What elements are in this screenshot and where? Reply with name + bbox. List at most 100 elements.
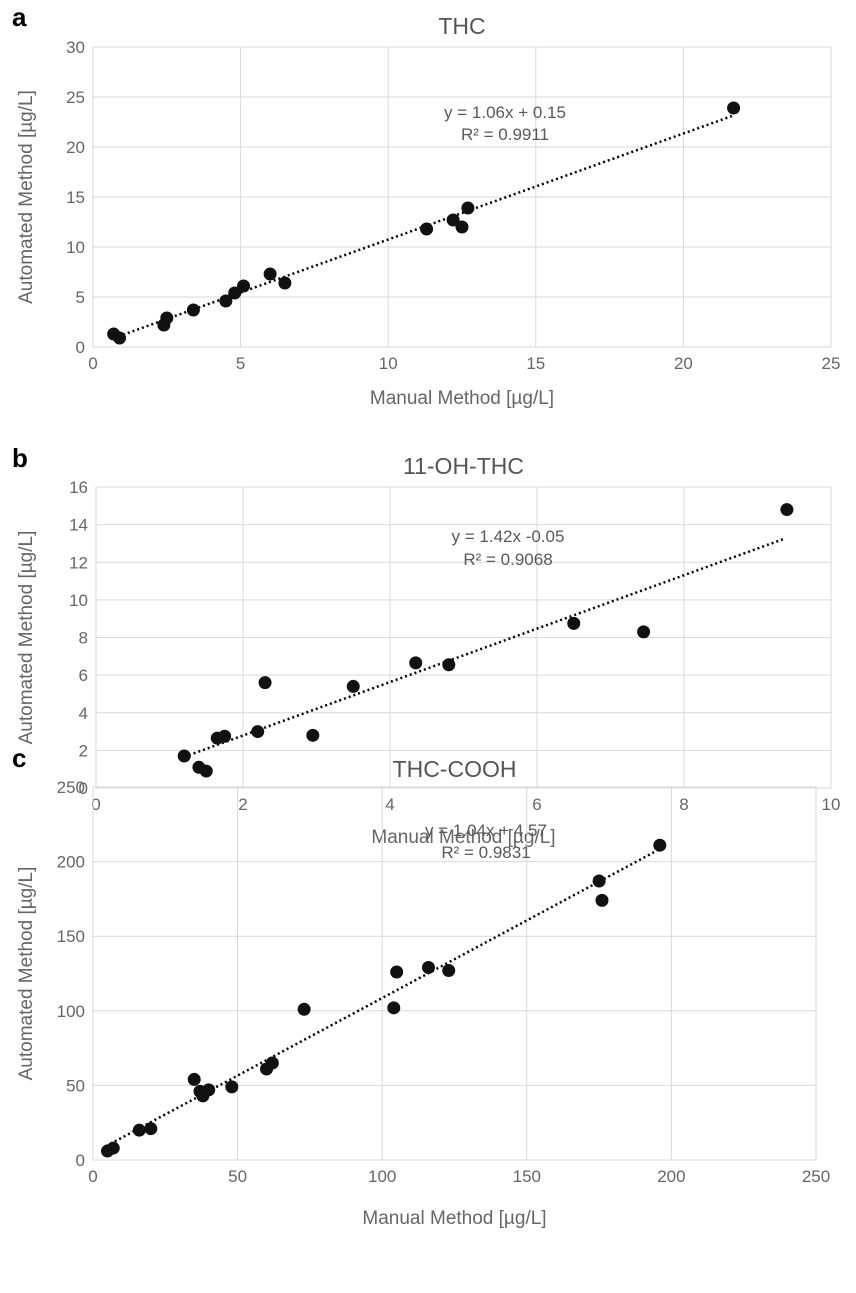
- regression-equation: y = 1.04x + 4.57: [425, 821, 547, 840]
- data-point: [567, 616, 581, 630]
- data-point: [442, 964, 456, 978]
- y-tick-label: 15: [66, 188, 85, 207]
- x-tick-label: 0: [88, 1167, 97, 1186]
- data-point: [263, 267, 277, 281]
- y-tick-label: 8: [79, 629, 88, 648]
- data-point: [225, 1080, 239, 1094]
- y-axis-label: Automated Method [µg/L]: [16, 867, 37, 1081]
- y-tick-label: 5: [76, 288, 85, 307]
- x-tick-label: 10: [379, 354, 398, 373]
- trendline: [105, 847, 661, 1148]
- y-tick-label: 6: [79, 666, 88, 685]
- data-point: [390, 965, 404, 979]
- data-point: [637, 625, 651, 639]
- y-tick-label: 2: [79, 741, 88, 760]
- chart-title: 11-OH-THC: [403, 453, 524, 479]
- y-tick-label: 10: [66, 238, 85, 257]
- data-point: [455, 220, 469, 234]
- data-point: [251, 725, 265, 739]
- y-tick-label: 0: [79, 779, 88, 798]
- r-squared: R² = 0.9831: [441, 843, 530, 862]
- data-point: [160, 311, 174, 325]
- x-tick-label: 0: [88, 354, 97, 373]
- data-point: [461, 201, 475, 215]
- y-tick-label: 0: [76, 338, 85, 357]
- data-point: [780, 503, 794, 517]
- x-tick-label: 50: [228, 1167, 247, 1186]
- x-tick-label: 6: [532, 795, 541, 814]
- data-point: [442, 658, 456, 672]
- panel-label: b: [12, 443, 28, 473]
- r-squared: R² = 0.9911: [461, 125, 549, 144]
- y-tick-label: 200: [57, 853, 85, 872]
- data-point: [727, 101, 741, 115]
- x-tick-label: 10: [822, 795, 841, 814]
- data-point: [187, 1072, 201, 1086]
- y-tick-label: 100: [57, 1002, 85, 1021]
- x-tick-label: 2: [238, 795, 247, 814]
- data-point: [595, 893, 609, 907]
- x-tick-label: 0: [91, 795, 100, 814]
- chart-panel-a: 0 5 10 15 20 25 30 0 5 10 15 20 25 a THC y = 1.06x + 0.…: [12, 2, 840, 409]
- data-point: [237, 279, 251, 293]
- x-tick-label: 100: [368, 1167, 396, 1186]
- y-axis-label: Automated Method [µg/L]: [16, 90, 37, 304]
- x-tick-label: 250: [802, 1167, 830, 1186]
- r-squared: R² = 0.9068: [463, 550, 552, 569]
- data-point: [199, 764, 213, 778]
- x-axis-label: Manual Method [µg/L]: [362, 1208, 546, 1229]
- x-tick-label: 4: [385, 795, 394, 814]
- x-tick-label: 15: [526, 354, 545, 373]
- regression-equation: y = 1.06x + 0.15: [444, 103, 566, 122]
- data-point: [653, 838, 667, 852]
- data-point: [297, 1002, 311, 1016]
- panel-label: c: [12, 743, 26, 773]
- y-tick-label: 50: [66, 1076, 85, 1095]
- data-point: [202, 1083, 216, 1097]
- y-tick-label: 25: [66, 88, 85, 107]
- regression-equation: y = 1.42x -0.05: [452, 527, 565, 546]
- y-tick-label: 12: [69, 553, 88, 572]
- y-axis-label: Automated Method [µg/L]: [16, 531, 37, 745]
- x-tick-label: 20: [674, 354, 693, 373]
- chart-title: THC: [438, 13, 485, 39]
- panel-label: a: [12, 2, 27, 32]
- x-tick-label: 8: [679, 795, 688, 814]
- data-point: [592, 874, 606, 888]
- data-point: [306, 728, 320, 742]
- data-point: [113, 331, 127, 345]
- data-point: [218, 729, 232, 743]
- y-tick-label: 14: [69, 516, 88, 535]
- plot-frame: [92, 786, 817, 1161]
- y-tick-label: 150: [57, 927, 85, 946]
- data-point: [132, 1123, 146, 1137]
- x-tick-label: 5: [236, 354, 245, 373]
- data-point: [228, 286, 242, 300]
- x-tick-label: 150: [513, 1167, 541, 1186]
- y-tick-label: 10: [69, 591, 88, 610]
- chart-title: THC-COOH: [393, 756, 517, 782]
- data-point: [186, 303, 200, 317]
- y-tick-label: 20: [66, 138, 85, 157]
- chart-panel-b: 0 2 4 6 8 10 12 14 16 0 2 4 6 8 10 b 11-OH-THC y = 1.42x …: [12, 443, 840, 848]
- plot-frame: [95, 486, 832, 789]
- y-tick-label: 4: [79, 704, 88, 723]
- plot-frame: [92, 46, 832, 348]
- data-point: [265, 1056, 279, 1070]
- y-tick-label: 16: [69, 478, 88, 497]
- data-point: [278, 276, 292, 290]
- x-tick-label: 25: [822, 354, 841, 373]
- x-axis-label: Manual Method [µg/L]: [370, 388, 554, 409]
- y-tick-label: 0: [76, 1151, 85, 1170]
- data-point: [420, 222, 434, 236]
- data-point: [409, 656, 423, 670]
- trendline: [183, 537, 784, 759]
- data-point: [219, 294, 233, 308]
- data-point: [387, 1001, 401, 1015]
- data-point: [258, 676, 272, 690]
- data-point: [446, 213, 460, 227]
- data-point: [177, 749, 191, 763]
